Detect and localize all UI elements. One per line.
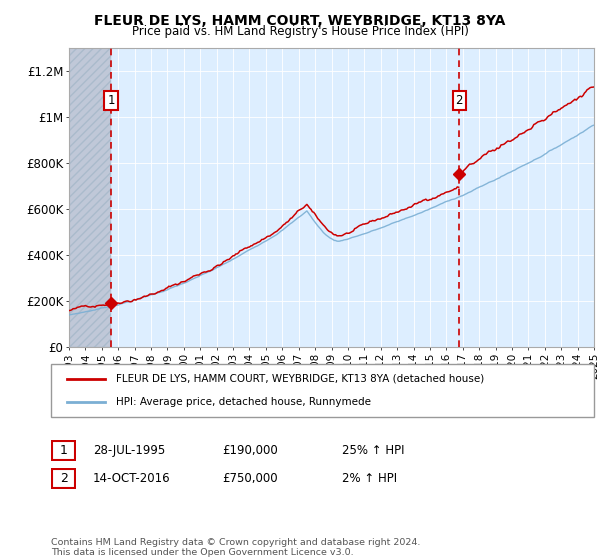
FancyBboxPatch shape [51, 364, 594, 417]
Text: Contains HM Land Registry data © Crown copyright and database right 2024.
This d: Contains HM Land Registry data © Crown c… [51, 538, 421, 557]
FancyBboxPatch shape [52, 441, 75, 460]
Text: 2: 2 [455, 94, 463, 107]
Text: 25% ↑ HPI: 25% ↑ HPI [342, 444, 404, 458]
Text: FLEUR DE LYS, HAMM COURT, WEYBRIDGE, KT13 8YA (detached house): FLEUR DE LYS, HAMM COURT, WEYBRIDGE, KT1… [116, 374, 484, 384]
Text: 1: 1 [107, 94, 115, 107]
Text: 2: 2 [59, 472, 68, 485]
Text: 2% ↑ HPI: 2% ↑ HPI [342, 472, 397, 486]
Text: 14-OCT-2016: 14-OCT-2016 [93, 472, 170, 486]
Text: FLEUR DE LYS, HAMM COURT, WEYBRIDGE, KT13 8YA: FLEUR DE LYS, HAMM COURT, WEYBRIDGE, KT1… [94, 14, 506, 28]
Text: £190,000: £190,000 [222, 444, 278, 458]
Bar [69, 48, 111, 347]
Text: HPI: Average price, detached house, Runnymede: HPI: Average price, detached house, Runn… [116, 397, 371, 407]
Text: Price paid vs. HM Land Registry's House Price Index (HPI): Price paid vs. HM Land Registry's House … [131, 25, 469, 38]
Text: 1: 1 [59, 444, 68, 457]
FancyBboxPatch shape [52, 469, 75, 488]
Text: £750,000: £750,000 [222, 472, 278, 486]
Text: 28-JUL-1995: 28-JUL-1995 [93, 444, 165, 458]
